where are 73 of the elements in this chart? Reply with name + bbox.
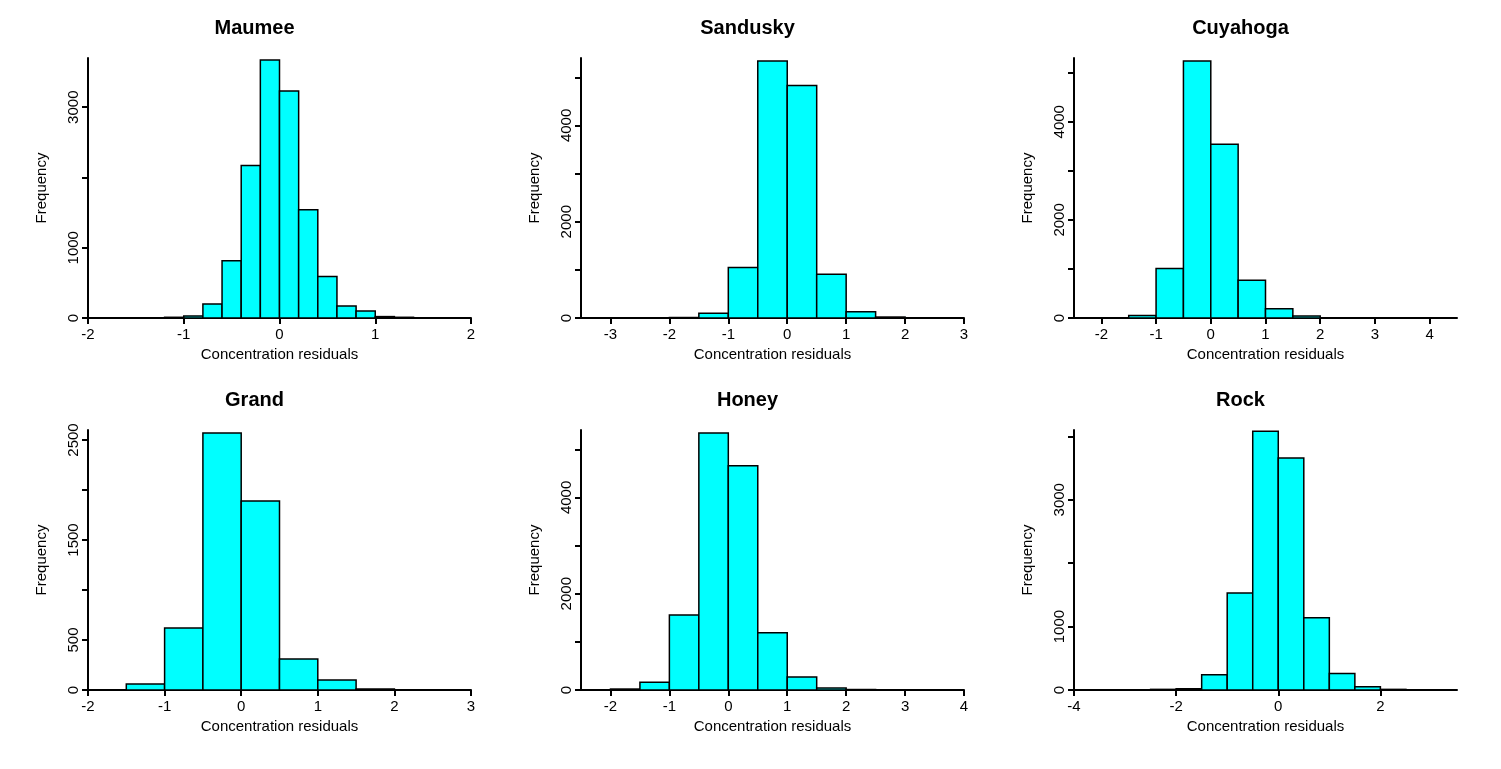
x-tick-label: -2 <box>1094 325 1109 342</box>
x-tick-label: 2 <box>1316 325 1325 342</box>
y-tick-label: 500 <box>64 627 81 653</box>
x-tick-label: 2 <box>1376 697 1385 714</box>
y-tick-label: 0 <box>1050 313 1067 323</box>
y-tick-label: 0 <box>64 313 81 323</box>
x-tick-label: 1 <box>783 697 792 714</box>
x-tick-label: 0 <box>275 325 284 342</box>
y-tick-label: 0 <box>64 685 81 695</box>
x-tick-label: -2 <box>81 697 95 714</box>
x-tick-label: 0 <box>1274 697 1283 714</box>
y-tick-label: 2000 <box>557 205 574 239</box>
x-tick-label: 2 <box>841 697 851 714</box>
x-tick-label: 2 <box>390 697 399 714</box>
x-tick-label: -1 <box>177 325 191 342</box>
x-tick-label: -1 <box>1149 325 1163 342</box>
x-tick-label: 0 <box>1206 325 1215 342</box>
x-tick-label: -1 <box>721 325 735 342</box>
y-tick-label: 3000 <box>64 90 81 124</box>
y-tick-label: 2500 <box>64 423 81 457</box>
chart-title: Rock <box>1216 388 1266 410</box>
x-axis-title: Concentration residuals <box>200 717 359 734</box>
x-tick-label: 4 <box>1425 325 1434 342</box>
x-tick-label: 3 <box>466 697 476 714</box>
y-tick-label: 0 <box>1050 685 1067 695</box>
y-tick-label: 0 <box>557 313 574 323</box>
x-tick-label: 3 <box>900 697 910 714</box>
y-tick-label: 1500 <box>64 523 81 557</box>
x-tick-label: 1 <box>313 697 322 714</box>
x-tick-label: -1 <box>157 697 172 714</box>
y-axis-title: Frequency <box>1018 524 1035 596</box>
y-axis-title: Frequency <box>32 524 49 596</box>
x-tick-label: -3 <box>603 325 618 342</box>
x-axis-title: Concentration residuals <box>1186 345 1345 362</box>
x-axis-title: Concentration residuals <box>200 345 359 362</box>
y-tick-label: 1000 <box>64 231 81 265</box>
y-axis-title: Frequency <box>1018 152 1035 224</box>
y-tick-label: 1000 <box>1050 609 1067 644</box>
x-tick-label: 1 <box>371 325 380 342</box>
chart-title: Sandusky <box>700 16 796 38</box>
chart-title: Honey <box>716 388 779 410</box>
y-axis-title: Frequency <box>525 152 542 224</box>
x-tick-label: 3 <box>959 325 969 342</box>
y-tick-label: 4000 <box>1050 105 1067 139</box>
y-tick-label: 4000 <box>557 480 574 515</box>
x-tick-label: -2 <box>81 325 95 342</box>
y-axis-title: Frequency <box>525 524 542 596</box>
x-tick-label: 0 <box>724 697 733 714</box>
x-tick-label: 3 <box>1370 325 1380 342</box>
chart-title: Cuyahoga <box>1192 16 1290 38</box>
x-tick-label: -4 <box>1067 697 1081 714</box>
chart-title: Maumee <box>214 16 295 38</box>
x-axis-title: Concentration residuals <box>1186 717 1345 734</box>
x-tick-label: 2 <box>900 325 910 342</box>
x-tick-label: -2 <box>662 325 677 342</box>
x-tick-label: 4 <box>959 697 969 714</box>
x-tick-label: 1 <box>1261 325 1270 342</box>
x-tick-label: -2 <box>1169 697 1183 714</box>
x-tick-label: 0 <box>237 697 246 714</box>
x-tick-label: 1 <box>841 325 851 342</box>
y-axis-title: Frequency <box>32 152 49 224</box>
x-axis-title: Concentration residuals <box>693 717 852 734</box>
y-tick-label: 3000 <box>1050 483 1067 517</box>
y-tick-label: 0 <box>557 685 574 695</box>
y-tick-label: 4000 <box>557 108 574 143</box>
x-tick-label: -1 <box>662 697 677 714</box>
x-tick-label: -2 <box>603 697 618 714</box>
x-tick-label: 2 <box>466 325 476 342</box>
chart-title: Grand <box>225 388 284 410</box>
y-tick-label: 2000 <box>557 577 574 611</box>
x-tick-label: 0 <box>783 325 792 342</box>
x-axis-title: Concentration residuals <box>693 345 852 362</box>
y-tick-label: 2000 <box>1050 203 1067 237</box>
